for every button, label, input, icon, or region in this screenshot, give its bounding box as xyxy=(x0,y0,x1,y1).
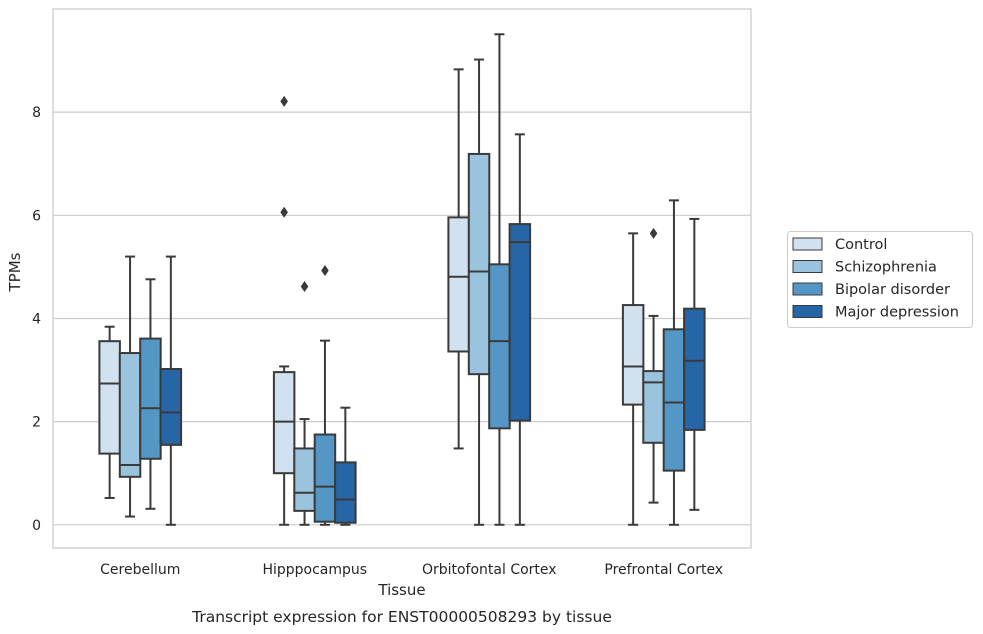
outlier-point xyxy=(649,227,658,239)
legend-label: Major depression xyxy=(835,305,959,321)
x-tick-label: Prefrontal Cortex xyxy=(604,562,723,578)
box-schizophrenia-cerebellum xyxy=(118,255,142,518)
box-iqr xyxy=(293,447,316,512)
legend-item: Schizophrenia xyxy=(792,260,937,276)
box-major-depression-hipppocampus xyxy=(334,406,357,526)
x-tick-labels: Cerebellum Hipppocampus Orbitofontal Corte… xyxy=(100,562,723,578)
box-schizophrenia-orbitofontal-cortex xyxy=(467,58,491,526)
x-tick-label: Hipppocampus xyxy=(262,562,367,578)
box-iqr xyxy=(118,352,142,478)
box-iqr xyxy=(467,152,491,376)
legend-label: Schizophrenia xyxy=(835,260,937,276)
x-axis-label: Tissue xyxy=(377,581,425,599)
box-iqr xyxy=(139,337,162,460)
box-schizophrenia-prefrontal-cortex xyxy=(642,227,665,504)
box-iqr xyxy=(683,307,706,431)
outlier-point xyxy=(300,280,309,292)
legend-frame xyxy=(787,231,973,328)
box-plots xyxy=(98,33,706,526)
box-major-depression-prefrontal-cortex xyxy=(683,217,706,511)
box-iqr xyxy=(159,368,183,446)
box-iqr xyxy=(508,223,532,422)
box-iqr xyxy=(98,340,121,455)
box-iqr xyxy=(488,263,511,430)
box-control-cerebellum xyxy=(98,325,121,499)
x-tick-label: Cerebellum xyxy=(100,562,180,578)
legend-item: Control xyxy=(792,237,887,253)
y-tick-label: 4 xyxy=(32,311,41,327)
box-iqr xyxy=(621,304,645,406)
y-tick-labels: 0 2 4 6 8 xyxy=(32,105,41,534)
box-iqr xyxy=(447,216,470,353)
legend-swatch xyxy=(792,282,823,296)
box-major-depression-cerebellum xyxy=(159,255,183,526)
gridlines xyxy=(53,111,751,526)
legend-label: Bipolar disorder xyxy=(835,282,950,298)
legend-swatch xyxy=(792,305,823,318)
x-tick-label: Orbitofontal Cortex xyxy=(422,562,557,578)
y-axis-label: TPMs xyxy=(6,252,24,292)
box-bipolar-disorder-hipppocampus xyxy=(313,265,337,526)
box-bipolar-disorder-prefrontal-cortex xyxy=(662,199,686,526)
legend-label: Control xyxy=(835,237,887,253)
outlier-point xyxy=(321,265,329,277)
box-control-hipppocampus xyxy=(272,95,296,526)
legend-item: Bipolar disorder xyxy=(792,282,950,298)
box-iqr xyxy=(272,371,296,475)
y-tick-label: 0 xyxy=(32,518,41,534)
box-control-orbitofontal-cortex xyxy=(447,68,470,450)
y-tick-label: 8 xyxy=(32,105,41,121)
box-bipolar-disorder-orbitofontal-cortex xyxy=(488,33,511,526)
legend-item: Major depression xyxy=(792,305,959,321)
legend-swatch xyxy=(792,260,823,273)
legend-swatch xyxy=(792,237,823,251)
outlier-point xyxy=(280,206,288,218)
box-schizophrenia-hipppocampus xyxy=(293,280,316,526)
box-major-depression-orbitofontal-cortex xyxy=(508,133,532,526)
plot-frame xyxy=(52,8,752,549)
box-iqr xyxy=(313,433,337,523)
outlier-point xyxy=(280,95,288,107)
box-iqr xyxy=(334,461,357,524)
box-control-prefrontal-cortex xyxy=(621,232,645,526)
y-tick-label: 6 xyxy=(32,208,41,224)
legend: Control Schizophrenia Bipolar disorder Majo… xyxy=(787,231,973,328)
figure-caption: Transcript expression for ENST0000050829… xyxy=(191,608,612,626)
box-bipolar-disorder-cerebellum xyxy=(139,278,162,510)
y-tick-label: 2 xyxy=(32,415,41,431)
box-iqr xyxy=(662,328,686,472)
